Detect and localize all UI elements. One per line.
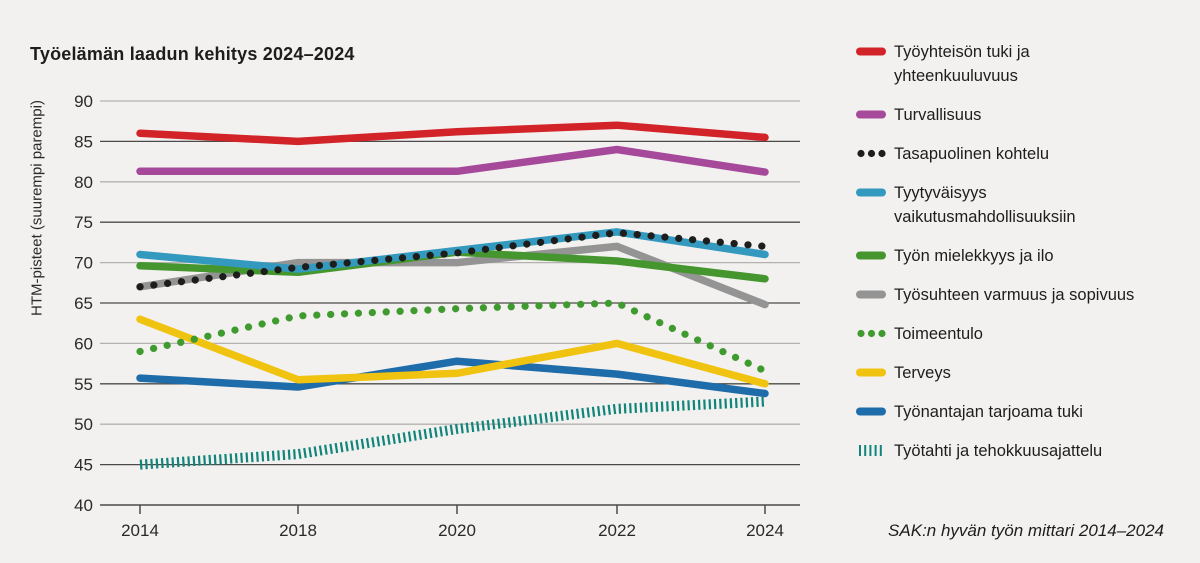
legend-swatch-green-line-icon <box>854 248 888 263</box>
legend-item-tasapuolinen-kohtelu: Tasapuolinen kohtelu <box>854 142 1174 166</box>
series-line <box>136 121 769 146</box>
legend-item-tyonantajan-tuki: Työnantajan tarjoama tuki <box>854 400 1174 424</box>
footer-caption: SAK:n hyvän työn mittari 2014–2024 <box>888 521 1164 540</box>
y-tick-label: 50 <box>74 415 93 434</box>
legend-label: Terveys <box>894 364 951 382</box>
chart-title: Työelämän laadun kehitys 2024–2024 <box>30 44 355 64</box>
x-tick-label: 2018 <box>279 521 317 540</box>
legend-item-turvallisuus: Turvallisuus <box>854 103 1174 127</box>
series-line <box>136 315 769 388</box>
legend-label: Toimeentulo <box>894 325 983 343</box>
legend-swatch-yellow-line-icon <box>854 365 888 380</box>
x-tick-label: 2020 <box>438 521 476 540</box>
legend-label: Työtahti ja tehokkuusajattelu <box>894 442 1103 460</box>
legend-label: Tyytyväisyys vaikutusmahdollisuuksiin <box>894 184 1076 226</box>
chart-svg: 90 85 80 75 70 65 60 55 50 45 40 2014 2018 2020 2022 20… <box>74 92 800 540</box>
x-tick-label: 2014 <box>121 521 159 540</box>
legend-label: Työnantajan tarjoama tuki <box>894 403 1083 421</box>
legend-label: Turvallisuus <box>894 106 982 124</box>
legend-swatch-gray-line-icon <box>854 287 888 302</box>
series-line <box>136 357 769 398</box>
y-tick-label: 65 <box>74 294 93 313</box>
legend-swatch-cyan-line-icon <box>854 185 888 200</box>
legend-item-tyosuhteen-varmuus: Työsuhteen varmuus ja sopivuus <box>854 283 1174 307</box>
y-tick-label: 80 <box>74 173 93 192</box>
y-tick-label: 45 <box>74 456 93 475</box>
y-tick-label: 40 <box>74 496 93 515</box>
y-tick-label: 90 <box>74 92 93 111</box>
legend: Työyhteisön tuki ja yhteenkuuluvuus Turv… <box>854 40 1174 478</box>
legend-label: Työsuhteen varmuus ja sopivuus <box>894 286 1135 304</box>
x-tick-label: 2022 <box>598 521 636 540</box>
legend-item-tyoyhteison-tuki: Työyhteisön tuki ja yhteenkuuluvuus <box>854 40 1174 88</box>
legend-swatch-purple-line-icon <box>854 107 888 122</box>
legend-swatch-red-line-icon <box>854 44 888 59</box>
legend-item-terveys: Terveys <box>854 361 1174 385</box>
legend-item-tyotahti: Työtahti ja tehokkuusajattelu <box>854 439 1174 463</box>
legend-label: Työn mielekkyys ja ilo <box>894 247 1054 265</box>
y-tick-label: 55 <box>74 375 93 394</box>
series-line <box>139 396 766 470</box>
y-tick-label: 60 <box>74 334 93 353</box>
legend-label: Tasapuolinen kohtelu <box>894 145 1050 163</box>
y-tick-label: 75 <box>74 213 93 232</box>
legend-swatch-black-dotted-icon <box>854 146 888 161</box>
y-tick-label: 70 <box>74 254 93 273</box>
x-tick-label: 2024 <box>746 521 784 540</box>
legend-label: Työyhteisön tuki ja yhteenkuuluvuus <box>894 43 1030 85</box>
legend-swatch-teal-hatched-icon <box>854 443 888 458</box>
y-tick-label: 85 <box>74 132 93 151</box>
series-line <box>136 229 769 291</box>
legend-item-toimeentulo: Toimeentulo <box>854 322 1174 346</box>
series-line <box>136 145 769 176</box>
legend-item-tyytyvaisyys: Tyytyväisyys vaikutusmahdollisuuksiin <box>854 181 1174 229</box>
legend-swatch-green-dotted-icon <box>854 326 888 341</box>
series-line <box>136 299 769 375</box>
legend-item-tyon-mielekkyys: Työn mielekkyys ja ilo <box>854 244 1174 268</box>
legend-swatch-blue-line-icon <box>854 404 888 419</box>
